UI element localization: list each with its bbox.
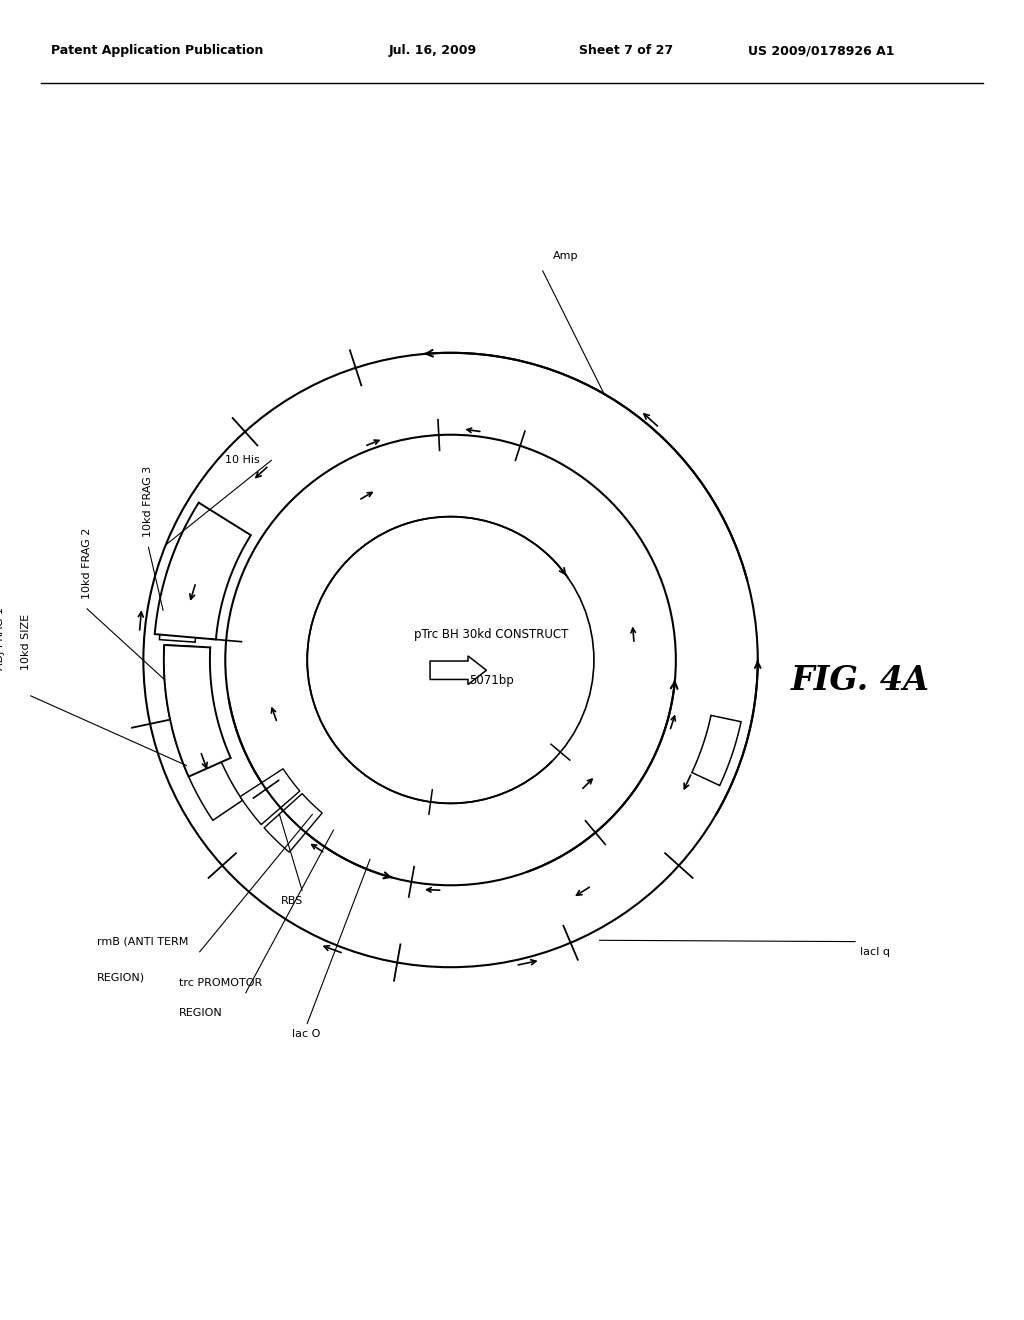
Text: Sheet 7 of 27: Sheet 7 of 27 [579, 45, 673, 57]
Polygon shape [264, 793, 323, 853]
Text: 10kd FRAG 3: 10kd FRAG 3 [143, 466, 154, 537]
Polygon shape [241, 768, 300, 825]
Polygon shape [164, 645, 205, 719]
Polygon shape [155, 503, 251, 639]
Text: FIG. 4A: FIG. 4A [791, 664, 930, 697]
Text: RBS: RBS [281, 896, 303, 906]
Text: Jul. 16, 2009: Jul. 16, 2009 [389, 45, 477, 57]
Text: pTrc BH 30kd CONSTRUCT: pTrc BH 30kd CONSTRUCT [415, 628, 568, 642]
FancyArrow shape [430, 656, 486, 685]
Polygon shape [692, 715, 741, 785]
Text: 10kd FRAG 2: 10kd FRAG 2 [82, 527, 92, 598]
Polygon shape [167, 525, 209, 581]
Polygon shape [172, 721, 243, 820]
Text: rmB (ANTI TERM: rmB (ANTI TERM [97, 937, 188, 946]
Text: 5071bp: 5071bp [469, 675, 514, 686]
Polygon shape [164, 645, 230, 776]
Text: 10kd SIZE: 10kd SIZE [20, 614, 31, 671]
Text: Patent Application Publication: Patent Application Publication [51, 45, 263, 57]
Text: Amp: Amp [553, 251, 579, 260]
Text: REGION: REGION [179, 1008, 223, 1018]
Text: lacI q: lacI q [860, 946, 890, 957]
Text: 10 His: 10 His [225, 455, 260, 466]
Text: REGION): REGION) [97, 973, 145, 982]
Polygon shape [160, 579, 205, 642]
Text: trc PROMOTOR: trc PROMOTOR [179, 978, 262, 987]
Text: lac O: lac O [292, 1028, 321, 1039]
Text: ADJ FRAG 1: ADJ FRAG 1 [0, 607, 5, 671]
Text: US 2009/0178926 A1: US 2009/0178926 A1 [748, 45, 894, 57]
